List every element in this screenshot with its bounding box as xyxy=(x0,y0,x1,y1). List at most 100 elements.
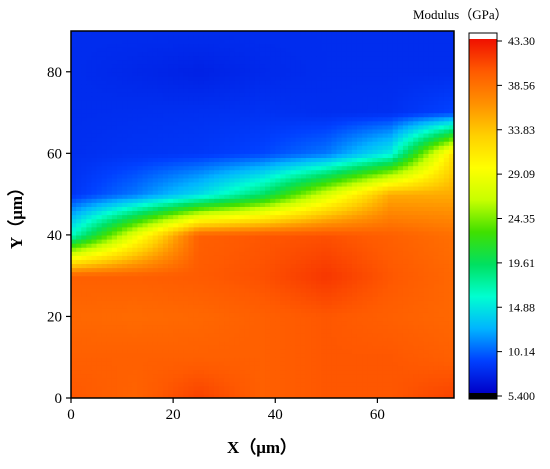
heatmap-cell xyxy=(265,283,271,289)
heatmap-cell xyxy=(433,349,440,354)
heatmap-cell xyxy=(438,218,445,224)
heatmap-cell xyxy=(188,194,195,199)
heatmap-cell xyxy=(316,271,322,277)
heatmap-cell xyxy=(168,222,174,228)
heatmap-cell xyxy=(290,222,297,228)
heatmap-cell xyxy=(270,234,276,240)
heatmap-cell xyxy=(305,230,312,236)
heatmap-cell xyxy=(239,124,246,130)
heatmap-cell xyxy=(162,308,169,313)
heatmap-cell xyxy=(295,251,302,256)
heatmap-cell xyxy=(285,328,292,334)
heatmap-cell xyxy=(377,177,384,183)
heatmap-cell xyxy=(71,141,77,146)
heatmap-cell xyxy=(367,263,373,269)
heatmap-cell xyxy=(96,234,103,240)
heatmap-cell xyxy=(193,169,200,175)
heatmap-cell xyxy=(96,194,103,199)
heatmap-cell xyxy=(259,141,266,146)
heatmap-cell xyxy=(162,181,169,187)
heatmap-cell xyxy=(127,291,133,297)
heatmap-cell xyxy=(367,373,373,379)
heatmap-cell xyxy=(382,243,389,248)
heatmap-cell xyxy=(106,177,113,183)
heatmap-cell xyxy=(428,132,435,138)
heatmap-cell xyxy=(300,128,307,134)
heatmap-cell xyxy=(76,320,82,326)
heatmap-cell xyxy=(443,190,450,195)
heatmap-cell xyxy=(71,124,77,130)
heatmap-cell xyxy=(71,137,77,142)
heatmap-cell xyxy=(402,324,409,330)
heatmap-cell xyxy=(346,320,353,326)
heatmap-cell xyxy=(265,128,271,134)
heatmap-cell xyxy=(106,373,113,379)
heatmap-cell xyxy=(213,165,220,171)
heatmap-cell xyxy=(295,332,302,338)
heatmap-cell xyxy=(321,336,327,342)
heatmap-cell xyxy=(132,243,138,248)
heatmap-cell xyxy=(362,300,368,305)
heatmap-cell xyxy=(224,247,230,252)
heatmap-cell xyxy=(127,230,133,236)
heatmap-cell xyxy=(229,361,236,366)
heatmap-cell xyxy=(239,279,246,285)
heatmap-cell xyxy=(413,137,419,142)
heatmap-cell xyxy=(316,198,322,203)
heatmap-cell xyxy=(300,271,307,277)
heatmap-cell xyxy=(438,267,445,273)
heatmap-cell xyxy=(71,161,77,167)
heatmap-cell xyxy=(157,251,164,256)
heatmap-cell xyxy=(305,132,312,138)
heatmap-cell xyxy=(392,324,399,330)
heatmap-cell xyxy=(127,157,133,163)
heatmap-cell xyxy=(259,377,266,383)
heatmap-cell xyxy=(224,275,230,281)
heatmap-cell xyxy=(356,243,363,248)
heatmap-cell xyxy=(157,377,164,383)
heatmap-cell xyxy=(413,238,419,244)
heatmap-cell xyxy=(372,320,378,326)
heatmap-cell xyxy=(234,149,241,154)
heatmap-cell xyxy=(387,377,394,383)
heatmap-cell xyxy=(208,328,215,334)
heatmap-cell xyxy=(336,243,343,248)
heatmap-cell xyxy=(356,222,363,228)
heatmap-cell xyxy=(249,377,256,383)
heatmap-cell xyxy=(270,287,276,293)
heatmap-cell xyxy=(229,259,236,265)
heatmap-cell xyxy=(86,328,93,334)
heatmap-cell xyxy=(71,373,77,379)
heatmap-cell xyxy=(137,185,144,191)
heatmap-cell xyxy=(300,251,307,256)
heatmap-cell xyxy=(178,141,184,146)
heatmap-cell xyxy=(295,381,302,387)
heatmap-cell xyxy=(127,247,133,252)
heatmap-cell xyxy=(433,190,440,195)
heatmap-cell xyxy=(362,230,368,236)
heatmap-cell xyxy=(132,173,138,179)
heatmap-cell xyxy=(254,206,261,212)
heatmap-cell xyxy=(111,377,118,383)
heatmap-cell xyxy=(178,255,184,260)
heatmap-cell xyxy=(122,385,128,391)
heatmap-cell xyxy=(290,165,297,171)
heatmap-cell xyxy=(300,177,307,183)
heatmap-cell xyxy=(183,271,190,277)
heatmap-cell xyxy=(418,198,424,203)
heatmap-cell xyxy=(356,300,363,305)
heatmap-cell xyxy=(86,132,93,138)
heatmap-cell xyxy=(152,157,159,163)
heatmap-cell xyxy=(438,169,445,175)
heatmap-cell xyxy=(362,332,368,338)
heatmap-cell xyxy=(244,332,251,338)
heatmap-cell xyxy=(198,234,205,240)
heatmap-cell xyxy=(341,287,348,293)
heatmap-cell xyxy=(229,218,236,224)
heatmap-cell xyxy=(203,328,210,334)
heatmap-cell xyxy=(336,230,343,236)
heatmap-cell xyxy=(402,373,409,379)
heatmap-cell xyxy=(86,344,93,350)
heatmap-cell xyxy=(448,385,454,391)
heatmap-cell xyxy=(392,145,399,150)
